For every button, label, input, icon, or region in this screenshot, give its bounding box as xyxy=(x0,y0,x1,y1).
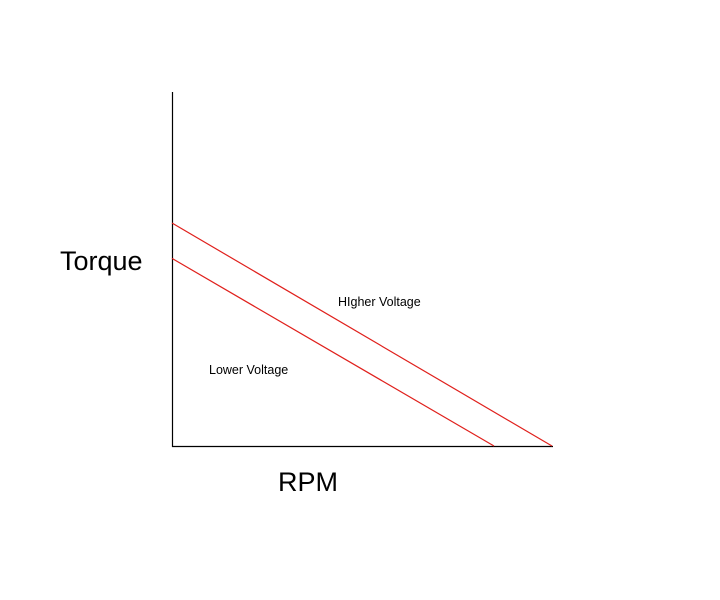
series-line-higher-voltage xyxy=(171,222,553,447)
series-line-lower-voltage xyxy=(171,257,495,447)
series-layer xyxy=(171,222,553,447)
x-axis-label: RPM xyxy=(278,467,338,497)
y-axis-label: Torque xyxy=(60,246,143,276)
series-label-higher-voltage: HIgher Voltage xyxy=(338,295,421,309)
series-label-lower-voltage: Lower Voltage xyxy=(209,363,288,377)
